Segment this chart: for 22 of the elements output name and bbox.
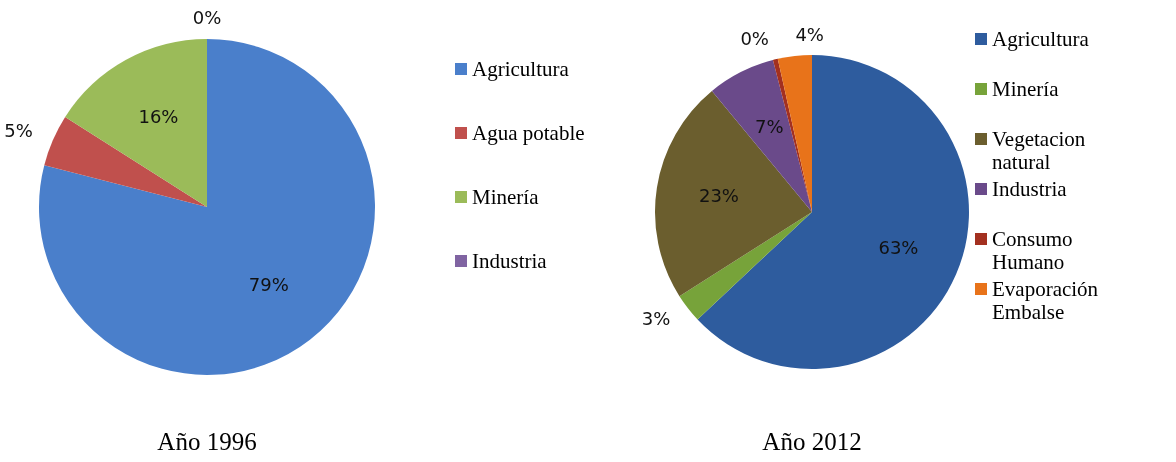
legend-label: Consumo Humano <box>992 227 1074 274</box>
legend-label: Minería <box>472 185 539 209</box>
data-label: 4% <box>795 23 824 45</box>
text: Año 2012 <box>761 428 863 456</box>
data-label: 79% <box>248 274 289 296</box>
text: 0% <box>192 6 222 28</box>
text: Año 1996 <box>156 428 258 456</box>
legend-label: Industria <box>992 177 1067 201</box>
data-label: 7% <box>754 115 784 137</box>
legend-label: Minería <box>992 77 1059 101</box>
data-label: 16% <box>138 106 179 128</box>
legend-label: Agricultura <box>992 27 1089 51</box>
legend-label: Industria <box>472 249 547 273</box>
legend-label: Vegetacion natural <box>992 127 1087 174</box>
data-label: 63% <box>878 237 919 259</box>
legend-label: Agua potable <box>472 121 585 145</box>
data-label: 0% <box>740 27 769 49</box>
data-label: 23% <box>698 184 739 206</box>
legend-label: Evaporación Embalse <box>992 277 1100 324</box>
legend-label: Agricultura <box>472 57 569 81</box>
data-label: 3% <box>641 308 671 330</box>
data-label: 5% <box>4 120 33 142</box>
